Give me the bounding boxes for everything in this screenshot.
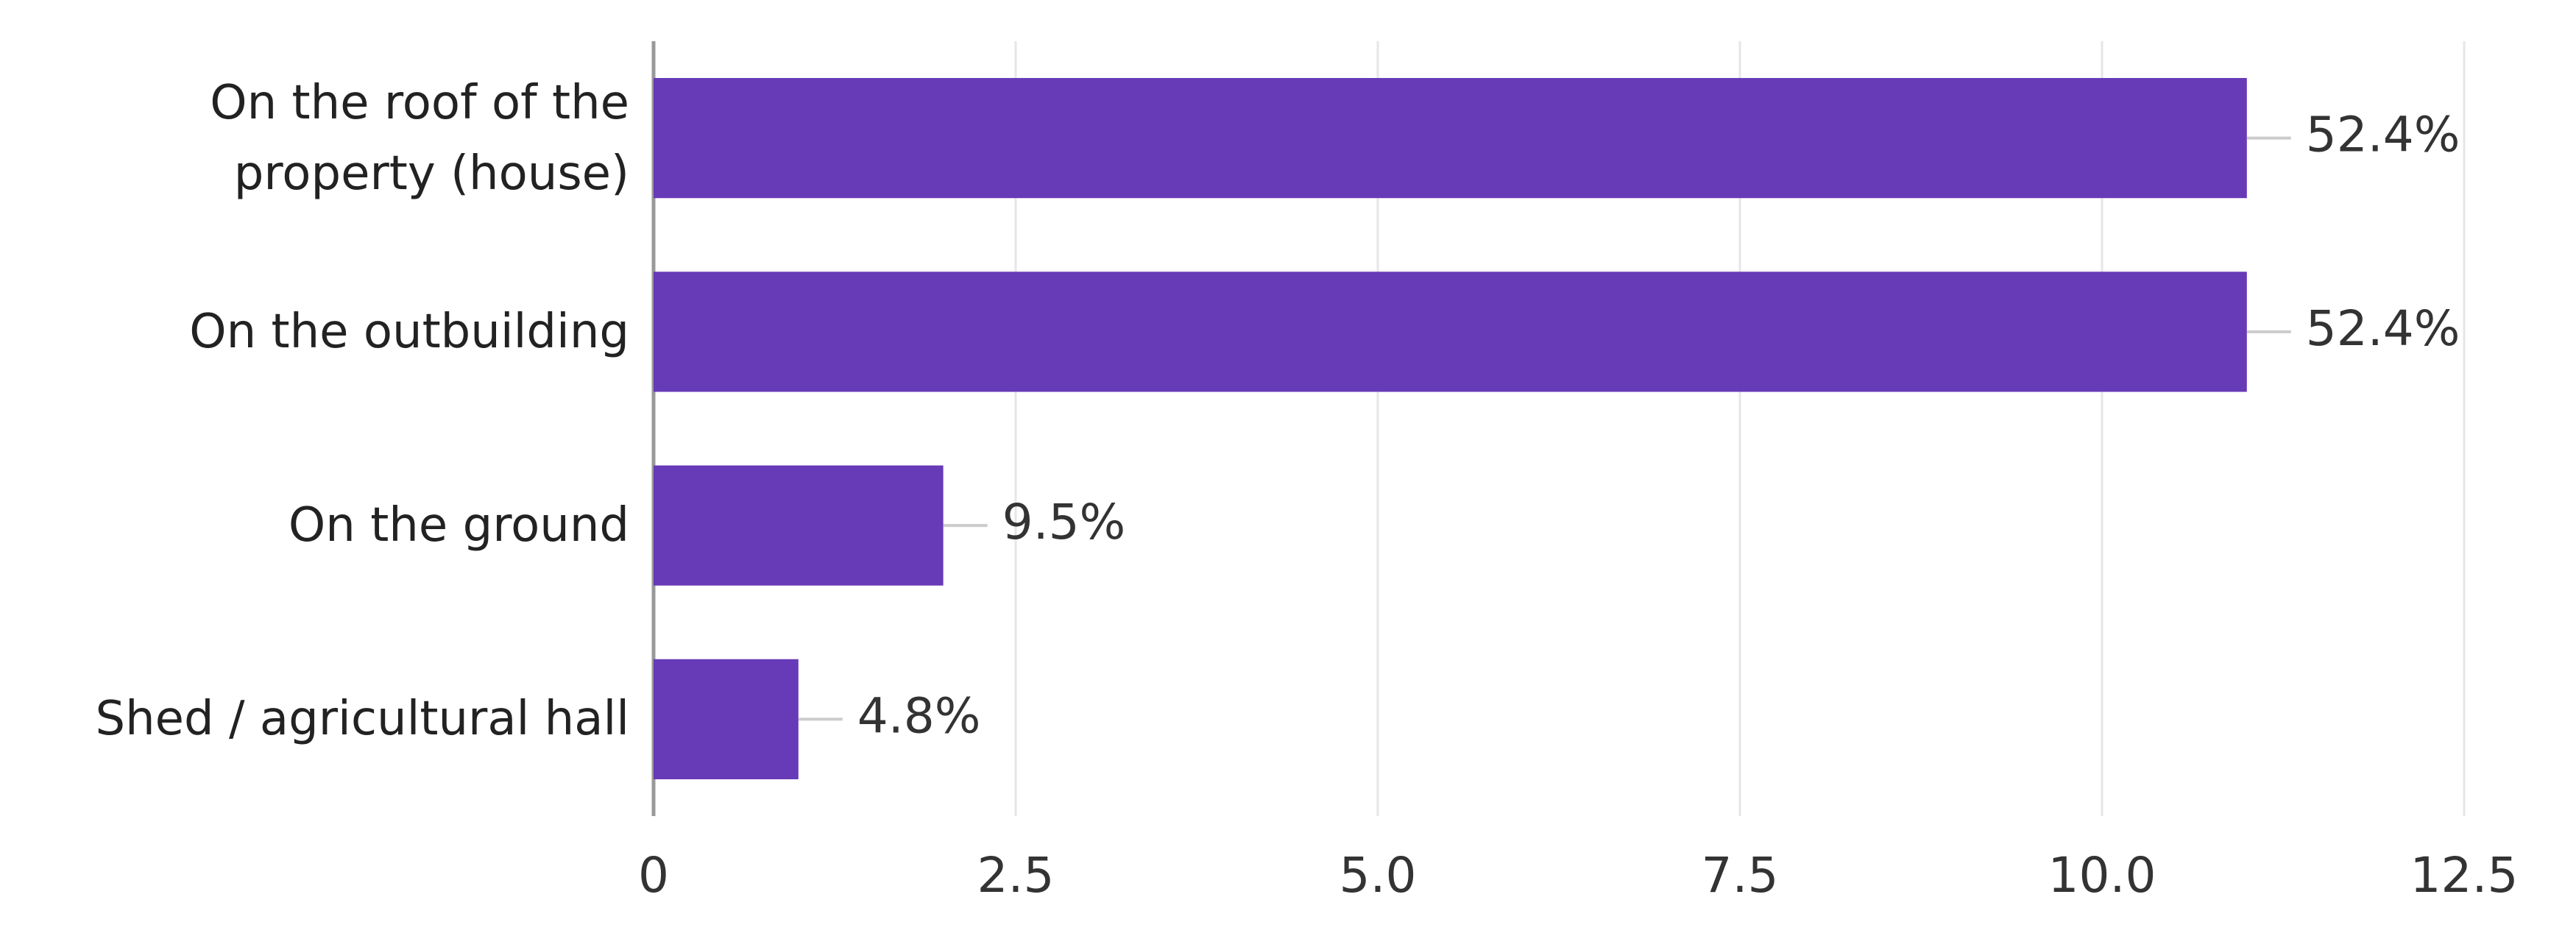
category-label: On the roof of the property (house)	[210, 75, 629, 201]
x-tick-label: 10.0	[2048, 847, 2156, 904]
bar	[654, 465, 944, 586]
x-tick-label: 2.5	[977, 847, 1055, 904]
x-tick-label: 0	[638, 847, 669, 904]
x-tick-label: 12.5	[2410, 847, 2519, 904]
category-label: On the outbuilding	[189, 304, 629, 359]
bar	[654, 272, 2247, 392]
category-label: Shed / agricultural hall	[95, 692, 629, 747]
bar	[654, 78, 2247, 199]
value-label: 9.5%	[1002, 494, 1126, 550]
bar	[654, 659, 799, 779]
x-tick-label: 5.0	[1340, 847, 1417, 904]
x-tick-label: 7.5	[1702, 847, 1779, 904]
category-label: On the ground	[288, 498, 629, 553]
value-label: 52.4%	[2306, 300, 2460, 357]
value-label: 52.4%	[2306, 107, 2460, 163]
value-label: 4.8%	[857, 687, 981, 744]
